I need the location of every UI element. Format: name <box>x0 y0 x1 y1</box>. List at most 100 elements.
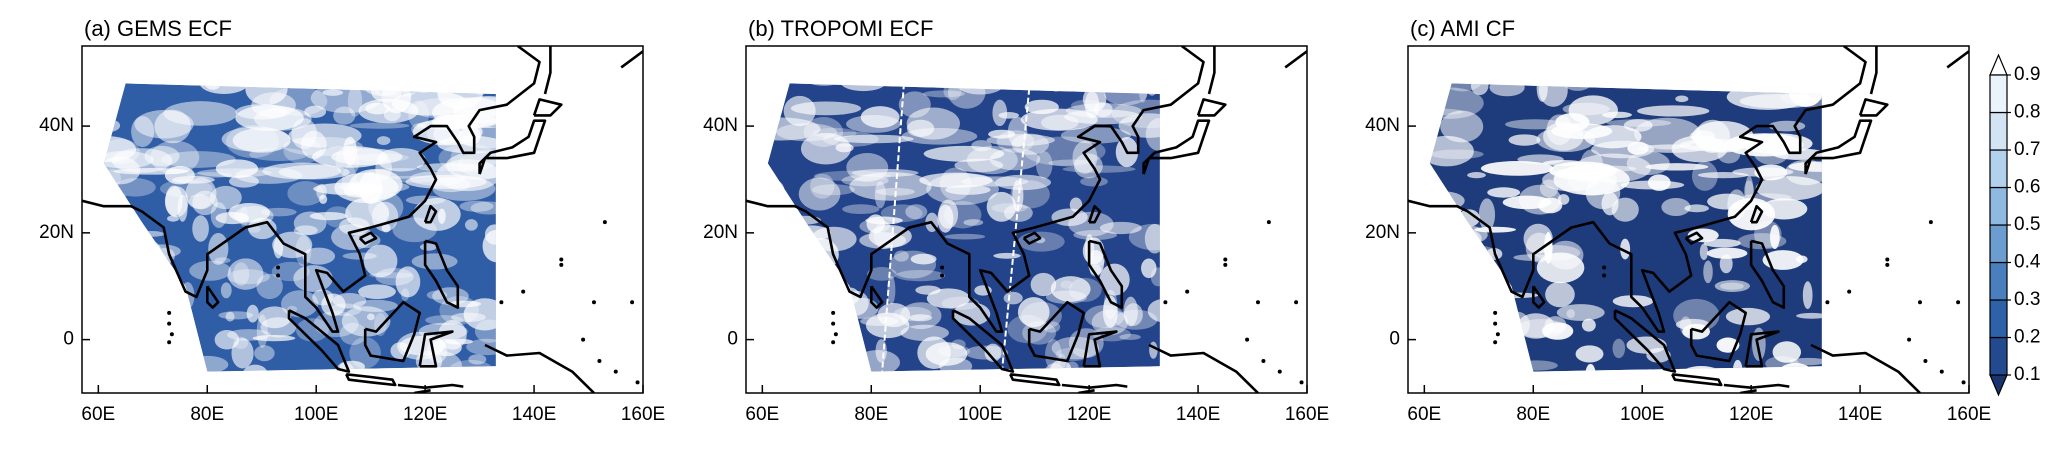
coastline <box>1749 204 1764 224</box>
cloud <box>926 288 970 309</box>
cloud <box>302 247 336 265</box>
cloud <box>157 341 177 366</box>
island <box>499 300 504 305</box>
cloud <box>840 83 887 92</box>
cloud <box>1429 328 1454 339</box>
cloud <box>103 231 126 242</box>
cloud <box>767 345 781 371</box>
cloud <box>114 178 156 197</box>
cloud <box>286 83 298 89</box>
cloud <box>767 209 778 219</box>
cloud <box>214 329 240 350</box>
map-panel <box>746 46 1307 393</box>
colorbar-bin <box>1989 261 2008 301</box>
cloud <box>1430 149 1484 160</box>
cloud <box>945 184 991 195</box>
cloud <box>164 166 195 185</box>
cloud <box>1637 144 1705 153</box>
cloud <box>256 273 283 300</box>
cloud <box>954 158 1004 173</box>
cloud <box>1145 83 1159 96</box>
cloud <box>1482 275 1493 301</box>
cloud <box>1545 281 1575 308</box>
cloud <box>103 309 133 335</box>
island <box>1885 262 1890 267</box>
island <box>1255 300 1260 305</box>
cloud <box>1017 297 1050 328</box>
cloud <box>905 204 928 220</box>
cloud <box>218 311 254 320</box>
cloud <box>225 311 235 322</box>
cloud <box>767 117 821 141</box>
cloud <box>777 303 825 320</box>
cloud <box>865 312 910 339</box>
coastline <box>746 46 1205 333</box>
cloud <box>210 83 221 84</box>
cloud <box>1732 167 1794 177</box>
cloud <box>859 232 907 249</box>
x-tick-label: 80E <box>1516 404 1550 425</box>
cloud <box>103 119 121 132</box>
cloud <box>470 201 496 215</box>
cloud <box>767 312 778 333</box>
cloud <box>986 134 1055 146</box>
x-tick-label: 140E <box>512 404 556 425</box>
coastline <box>1613 309 1677 373</box>
x-tick-label: 80E <box>190 404 224 425</box>
x-tick-label: 60E <box>1407 404 1441 425</box>
cloud <box>204 83 222 90</box>
x-tick-label: 100E <box>294 404 338 425</box>
swath <box>1429 83 1822 372</box>
cloud <box>843 297 879 319</box>
colorbar-label: 0.6 <box>2014 177 2040 198</box>
cloud <box>798 177 841 211</box>
cloud <box>1118 113 1160 138</box>
cloud <box>1583 125 1642 149</box>
coastline <box>1946 50 1969 69</box>
coastline <box>1082 330 1118 368</box>
cloud <box>865 216 903 225</box>
x-tick-label: 120E <box>403 404 447 425</box>
colorbar-label: 0.5 <box>2014 214 2040 235</box>
swath <box>767 83 1160 372</box>
cloud <box>228 175 259 188</box>
cloud <box>937 204 954 233</box>
cloud <box>1620 238 1631 260</box>
cloud <box>347 85 363 117</box>
cloud <box>909 314 933 322</box>
cloud <box>1770 368 1818 372</box>
island <box>1277 369 1282 374</box>
cloud <box>1020 108 1098 131</box>
island <box>1495 332 1500 337</box>
cloud <box>322 89 344 96</box>
cloud <box>291 118 317 150</box>
cloud <box>951 339 966 350</box>
cloud <box>144 321 154 341</box>
cloud <box>1023 83 1067 90</box>
cloud <box>1796 312 1822 319</box>
cloud <box>1517 154 1564 165</box>
cloud <box>1082 86 1107 112</box>
cloud <box>1062 165 1136 173</box>
cloud <box>849 171 932 201</box>
cloud <box>376 136 391 145</box>
cloud <box>1762 250 1804 270</box>
cloud <box>1050 276 1091 302</box>
cloud <box>468 354 487 365</box>
cloud <box>1789 357 1822 366</box>
cloud <box>251 92 296 119</box>
cloud <box>261 207 297 217</box>
cloud <box>369 272 414 279</box>
cloud <box>459 200 494 212</box>
cloud <box>1040 114 1079 131</box>
cloud <box>855 349 901 372</box>
island <box>635 380 640 385</box>
cloud <box>1601 191 1619 216</box>
cloud <box>1480 161 1554 176</box>
coastline <box>1858 98 1889 117</box>
cloud <box>1489 83 1525 97</box>
cloud <box>349 122 410 129</box>
cloud <box>1703 238 1741 248</box>
coastline <box>1148 343 1259 393</box>
cloud <box>1580 149 1603 180</box>
